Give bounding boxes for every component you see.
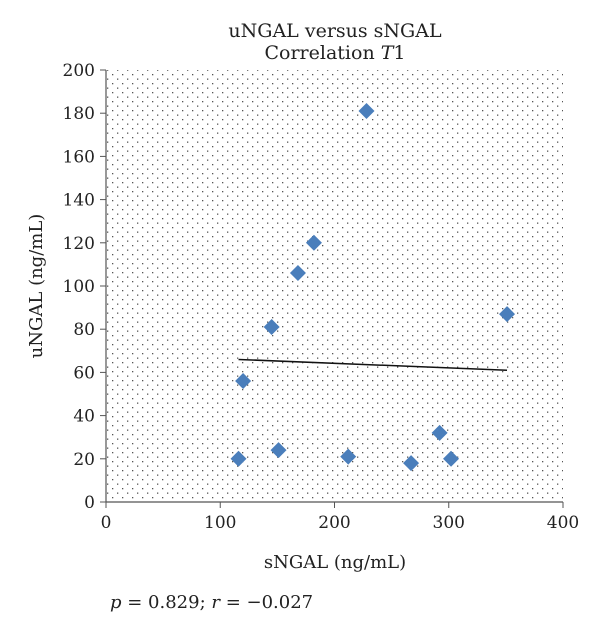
- data-points: [230, 103, 516, 472]
- trendline-group: [238, 358, 508, 371]
- y-tick-label: 200: [63, 61, 95, 81]
- p-value: = 0.829;: [121, 592, 212, 613]
- tick-labels: 0 20 40 60 80 100 120 140 160 180 200 0 100 200 300 400: [63, 61, 580, 533]
- y-tick-label: 80: [73, 320, 95, 340]
- data-point: [443, 450, 460, 467]
- data-point: [230, 450, 247, 467]
- y-tick-label: 20: [73, 450, 95, 470]
- data-point: [340, 448, 357, 465]
- x-tick-label: 300: [433, 513, 465, 533]
- chart-title-line1: uNGAL versus sNGAL: [228, 20, 442, 42]
- y-tick-label: 100: [63, 277, 95, 297]
- x-tick-label: 0: [101, 513, 112, 533]
- p-symbol: p: [110, 592, 122, 613]
- y-tick-label: 180: [63, 104, 95, 124]
- chart-title-line2: Correlation T1: [265, 42, 406, 64]
- y-tick-label: 120: [63, 234, 95, 254]
- data-point: [499, 306, 516, 323]
- trendline: [238, 358, 508, 371]
- data-point: [270, 442, 287, 459]
- y-tick-label: 0: [84, 493, 95, 513]
- data-point: [263, 319, 280, 336]
- r-symbol: r: [211, 592, 220, 613]
- x-axis-label: sNGAL (ng/mL): [264, 552, 406, 573]
- data-point: [403, 455, 420, 472]
- y-tick-label: 160: [63, 147, 95, 167]
- y-tick-label: 40: [73, 407, 95, 427]
- x-tick-label: 100: [204, 513, 236, 533]
- correlation-stats: p = 0.829; r = −0.027: [110, 592, 313, 613]
- y-axis-label: uNGAL (ng/mL): [26, 214, 47, 359]
- plot-area: [106, 70, 563, 502]
- r-value: = −0.027: [219, 592, 314, 613]
- axes: [100, 69, 564, 508]
- x-tick-label: 200: [318, 513, 350, 533]
- data-point: [358, 103, 375, 120]
- data-point: [305, 234, 322, 251]
- data-point: [431, 424, 448, 441]
- data-point: [289, 265, 306, 282]
- y-tick-label: 60: [73, 363, 95, 383]
- data-point: [235, 373, 252, 390]
- scatter-chart: uNGAL versus sNGAL Correlation T1 0 20 40 6…: [26, 20, 580, 573]
- y-tick-label: 140: [63, 191, 95, 211]
- x-tick-label: 400: [547, 513, 579, 533]
